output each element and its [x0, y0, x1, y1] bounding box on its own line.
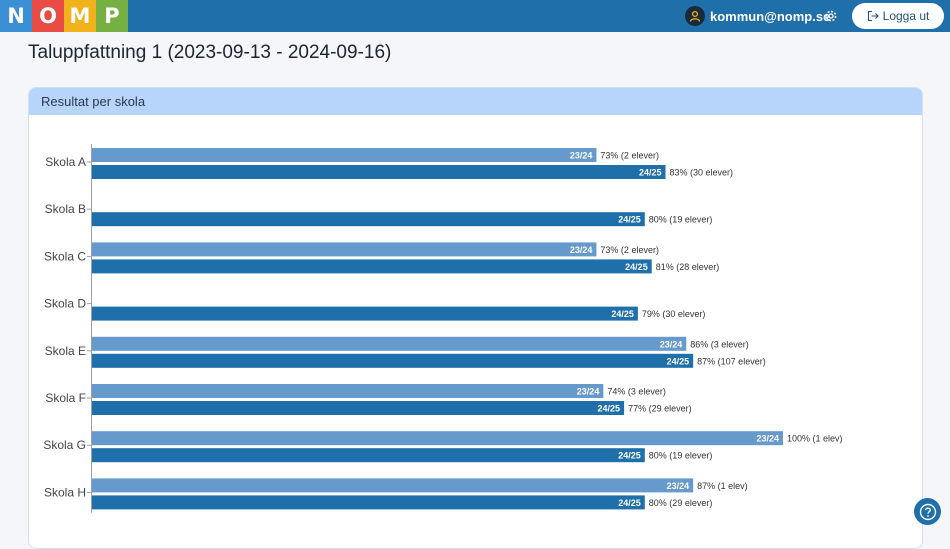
- logo-letter-p: P: [96, 0, 128, 32]
- bar-23-24: [92, 384, 604, 398]
- bar-series-label: 24/25: [667, 356, 690, 366]
- bar-series-label: 24/25: [611, 309, 634, 319]
- bar-annotation: 81% (28 elever): [656, 262, 720, 272]
- bar-series-label: 24/25: [618, 451, 641, 461]
- bar-annotation: 80% (29 elever): [649, 498, 713, 508]
- bar-23-24: [92, 478, 694, 493]
- gear-icon[interactable]: [824, 9, 838, 23]
- bar-annotation: 73% (2 elever): [600, 151, 659, 161]
- bar-24-25: [92, 448, 645, 463]
- bar-series-label: 24/25: [618, 498, 641, 508]
- bar-series-label: 23/24: [756, 434, 779, 444]
- bar-annotation: 87% (1 elev): [697, 481, 748, 491]
- bar-24-25: [92, 353, 694, 368]
- bar-annotation: 79% (30 elever): [642, 309, 706, 319]
- bar-23-24: [92, 242, 597, 257]
- bar-annotation: 83% (30 elever): [670, 168, 734, 178]
- bar-annotation: 80% (19 elever): [649, 451, 713, 461]
- card-header: Resultat per skola: [29, 88, 922, 115]
- logout-button[interactable]: Logga ut: [852, 3, 944, 29]
- logo-letter-n: N: [0, 0, 32, 32]
- bar-24-25: [92, 259, 652, 274]
- bar-series-label: 23/24: [667, 481, 690, 491]
- category-label: Skola D: [44, 297, 86, 311]
- results-bar-chart: Skola A 23/24 73% (2 elever) 24/25 83% (30 e…: [43, 144, 843, 513]
- bar-24-25: [92, 495, 645, 510]
- user-account[interactable]: kommun@nomp.se: [685, 6, 830, 26]
- bar-series-label: 24/25: [618, 215, 641, 225]
- bar-annotation: 77% (29 elever): [628, 404, 692, 414]
- category-label: Skola C: [44, 249, 86, 263]
- user-icon: [685, 6, 705, 26]
- bar-annotation: 80% (19 elever): [649, 215, 713, 225]
- question-icon: [919, 503, 936, 520]
- bar-annotation: 86% (3 elever): [690, 339, 749, 349]
- bar-23-24: [92, 336, 687, 351]
- bar-annotation: 73% (2 elever): [600, 245, 659, 255]
- user-email[interactable]: kommun@nomp.se: [710, 8, 831, 24]
- bar-23-24: [92, 431, 783, 446]
- category-label: Skola H: [44, 485, 86, 499]
- category-label: Skola F: [45, 391, 86, 405]
- bar-24-25: [92, 212, 645, 227]
- bar-24-25: [92, 401, 625, 415]
- logo-letter-m: M: [64, 0, 96, 32]
- bar-series-label: 23/24: [570, 245, 593, 255]
- bar-series-label: 23/24: [570, 151, 593, 161]
- bar-24-25: [92, 165, 666, 179]
- logo-letter-o: O: [32, 0, 64, 32]
- bar-24-25: [92, 306, 638, 321]
- bar-series-label: 23/24: [577, 387, 600, 397]
- bar-annotation: 74% (3 elever): [607, 387, 666, 397]
- bar-annotation: 100% (1 elev): [787, 434, 843, 444]
- bar-series-label: 23/24: [660, 339, 683, 349]
- logout-label: Logga ut: [882, 9, 930, 23]
- page-title: Taluppfattning 1 (2023-09-13 - 2024-09-1…: [28, 42, 392, 63]
- bar-annotation: 87% (107 elever): [697, 356, 766, 366]
- logout-icon: [867, 10, 879, 22]
- category-label: Skola G: [43, 438, 86, 452]
- help-button[interactable]: [914, 498, 941, 525]
- category-label: Skola A: [45, 155, 86, 169]
- bar-series-label: 24/25: [625, 262, 648, 272]
- bar-series-label: 24/25: [639, 168, 662, 178]
- bar-series-label: 24/25: [598, 404, 621, 414]
- category-label: Skola B: [45, 202, 86, 216]
- category-label: Skola E: [45, 344, 86, 358]
- bar-23-24: [92, 148, 597, 162]
